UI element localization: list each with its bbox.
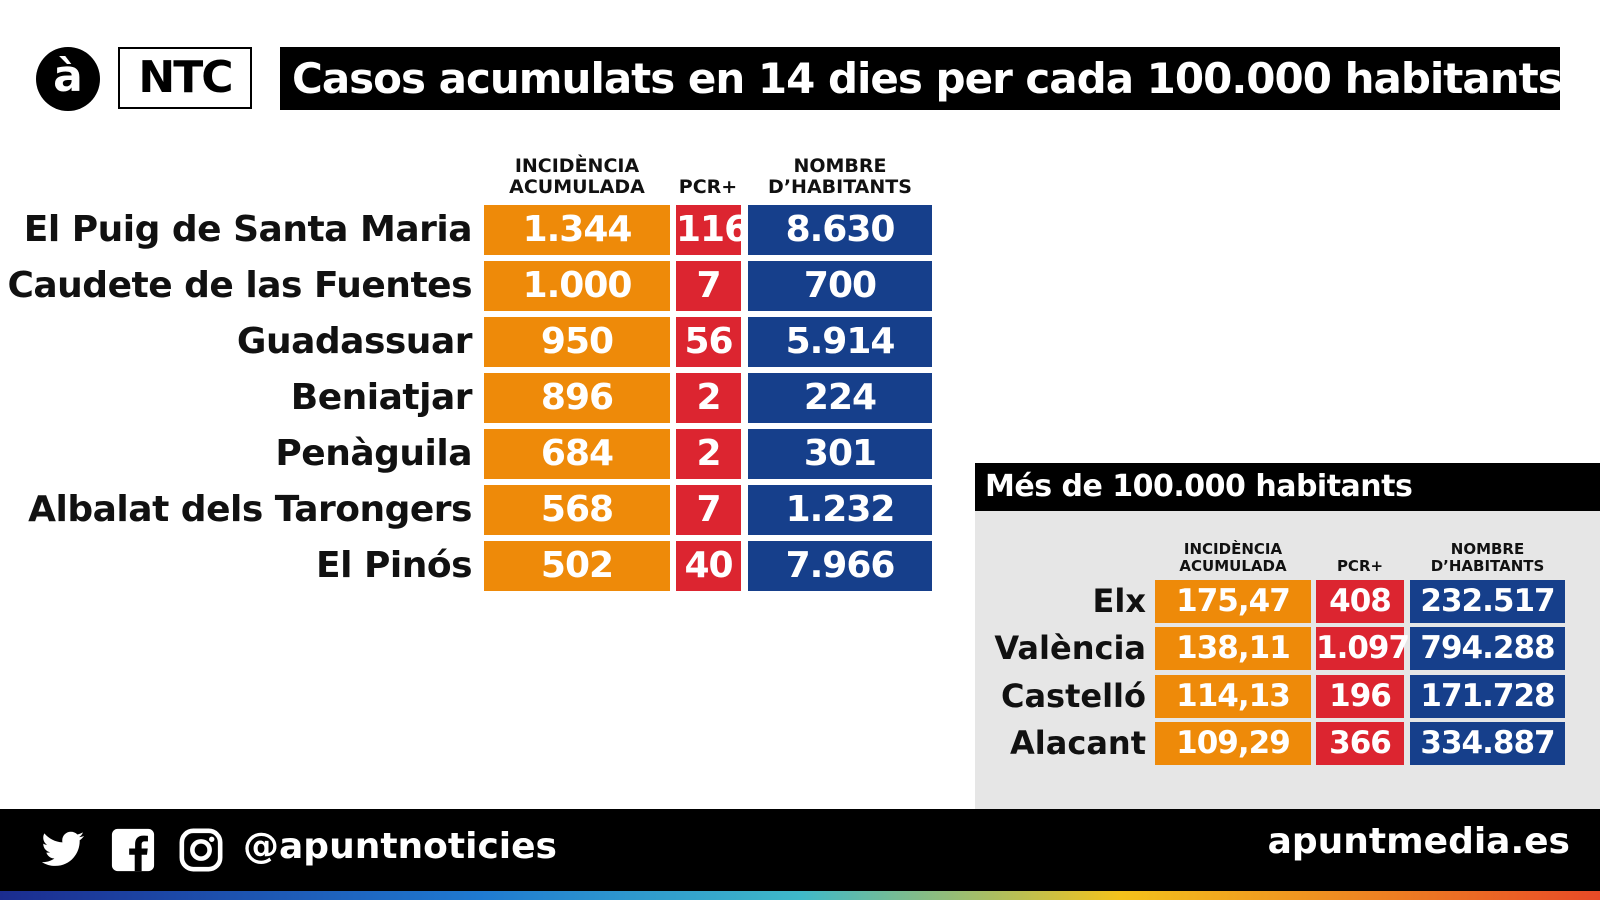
habitants-cell: 5.914	[748, 317, 932, 367]
facebook-icon[interactable]	[110, 827, 156, 873]
municipality-name: Penàguila	[275, 433, 472, 474]
municipality-name: Beniatjar	[290, 377, 473, 418]
pcr-cell: 2	[676, 429, 741, 479]
incidencia-cell: 114,13	[1155, 675, 1311, 718]
header-pcr-small: PCR+	[1336, 557, 1384, 575]
habitants-cell: 301	[748, 429, 932, 479]
header-pcr: PCR+	[678, 176, 738, 198]
pcr-cell: 7	[676, 485, 741, 535]
municipality-name: Caudete de las Fuentes	[7, 265, 472, 306]
city-name: Castelló	[1000, 677, 1146, 715]
header-incidencia-small: INCIDÈNCIA ACUMULADA	[1179, 540, 1287, 575]
incidencia-cell: 502	[484, 541, 670, 591]
city-name: Alacant	[1010, 724, 1146, 762]
habitants-cell: 334.887	[1410, 722, 1565, 765]
incidencia-cell: 950	[484, 317, 670, 367]
footer-bar	[0, 809, 1600, 891]
pcr-cell: 56	[676, 317, 741, 367]
pcr-cell: 196	[1316, 675, 1404, 718]
website-link[interactable]: apuntmedia.es	[1267, 821, 1570, 862]
incidencia-cell: 175,47	[1155, 580, 1311, 623]
twitter-icon[interactable]	[40, 827, 86, 873]
municipality-name: Albalat dels Tarongers	[28, 489, 472, 530]
incidencia-cell: 1.000	[484, 261, 670, 311]
pcr-cell: 2	[676, 373, 741, 423]
habitants-cell: 232.517	[1410, 580, 1565, 623]
habitants-cell: 700	[748, 261, 932, 311]
page-title: Casos acumulats en 14 dies per cada 100.…	[280, 47, 1563, 110]
pcr-cell: 366	[1316, 722, 1404, 765]
habitants-cell: 8.630	[748, 205, 932, 255]
municipality-name: El Pinós	[316, 545, 472, 586]
municipality-name: El Puig de Santa Maria	[23, 209, 473, 250]
pcr-cell: 7	[676, 261, 741, 311]
pcr-cell: 40	[676, 541, 741, 591]
color-stripe	[0, 891, 1600, 900]
instagram-icon[interactable]	[178, 827, 224, 873]
pcr-cell: 116	[676, 205, 749, 255]
habitants-cell: 7.966	[748, 541, 932, 591]
incidencia-cell: 109,29	[1155, 722, 1311, 765]
pcr-cell: 1.097	[1316, 627, 1410, 670]
pcr-cell: 408	[1316, 580, 1404, 623]
habitants-cell: 794.288	[1410, 627, 1565, 670]
social-handle[interactable]: @apuntnoticies	[243, 826, 557, 867]
incidencia-cell: 1.344	[484, 205, 670, 255]
habitants-cell: 1.232	[748, 485, 932, 535]
incidencia-cell: 684	[484, 429, 670, 479]
incidencia-cell: 896	[484, 373, 670, 423]
apunt-logo: à	[36, 47, 100, 111]
ntc-logo: NTC	[118, 47, 252, 109]
header-habitants-small: NOMBRE D’HABITANTS	[1430, 540, 1545, 575]
habitants-cell: 171.728	[1410, 675, 1565, 718]
city-name: Elx	[1092, 582, 1146, 620]
municipality-name: Guadassuar	[236, 321, 473, 362]
incidencia-cell: 568	[484, 485, 670, 535]
big-cities-title: Més de 100.000 habitants	[975, 463, 1600, 511]
city-name: València	[994, 629, 1146, 667]
header-incidencia: INCIDÈNCIA ACUMULADA	[509, 155, 645, 198]
habitants-cell: 224	[748, 373, 932, 423]
header-habitants: NOMBRE D’HABITANTS	[768, 155, 912, 198]
incidencia-cell: 138,11	[1155, 627, 1311, 670]
